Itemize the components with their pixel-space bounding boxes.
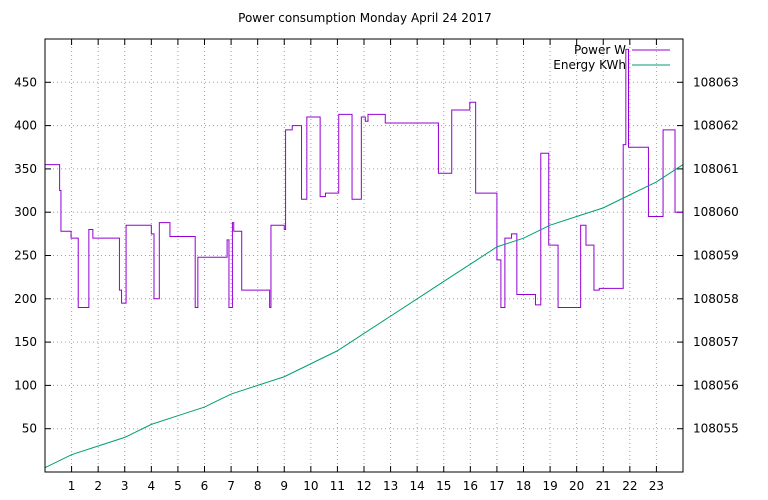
x-tick-label: 6 bbox=[201, 479, 209, 493]
legend-label-power-w: Power W bbox=[574, 43, 626, 57]
x-tick-label: 4 bbox=[148, 479, 156, 493]
y2-tick-label: 108057 bbox=[693, 335, 739, 349]
x-tick-label: 13 bbox=[383, 479, 398, 493]
y2-tick-label: 108056 bbox=[693, 378, 739, 392]
y-tick-label: 200 bbox=[14, 292, 37, 306]
x-tick-label: 7 bbox=[227, 479, 235, 493]
y-tick-label: 450 bbox=[14, 75, 37, 89]
x-tick-label: 15 bbox=[436, 479, 451, 493]
x-tick-label: 20 bbox=[569, 479, 584, 493]
x-tick-label: 18 bbox=[516, 479, 531, 493]
x-tick-label: 23 bbox=[649, 479, 664, 493]
y2-tick-label: 108055 bbox=[693, 422, 739, 436]
x-tick-label: 10 bbox=[303, 479, 318, 493]
y2-tick-label: 108063 bbox=[693, 75, 739, 89]
legend-label-energy-kwh: Energy KWh bbox=[553, 58, 626, 72]
x-tick-label: 2 bbox=[94, 479, 102, 493]
y-tick-label: 150 bbox=[14, 335, 37, 349]
x-tick-label: 5 bbox=[174, 479, 182, 493]
y2-tick-label: 108061 bbox=[693, 162, 739, 176]
x-tick-label: 16 bbox=[463, 479, 478, 493]
x-tick-label: 11 bbox=[330, 479, 345, 493]
x-tick-label: 3 bbox=[121, 479, 129, 493]
axis-ticks: 1 2 3 4 5 6 7 8 9 10 11 12 13 14 15 16 17 18 19 20 21 22 23501… bbox=[14, 39, 739, 493]
x-tick-label: 19 bbox=[542, 479, 557, 493]
y-tick-label: 400 bbox=[14, 119, 37, 133]
y2-tick-label: 108058 bbox=[693, 292, 739, 306]
x-tick-label: 22 bbox=[622, 479, 637, 493]
x-tick-label: 21 bbox=[596, 479, 611, 493]
y2-tick-label: 108059 bbox=[693, 249, 739, 263]
y-tick-label: 350 bbox=[14, 162, 37, 176]
y2-tick-label: 108062 bbox=[693, 119, 739, 133]
y-tick-label: 50 bbox=[22, 422, 37, 436]
x-tick-label: 14 bbox=[410, 479, 425, 493]
y-tick-label: 300 bbox=[14, 205, 37, 219]
x-tick-label: 8 bbox=[254, 479, 262, 493]
series-layer bbox=[44, 48, 684, 469]
x-tick-label: 17 bbox=[489, 479, 504, 493]
plot-frame bbox=[44, 38, 684, 473]
y-tick-label: 250 bbox=[14, 249, 37, 263]
x-tick-label: 9 bbox=[280, 479, 288, 493]
x-tick-label: 12 bbox=[356, 479, 371, 493]
x-tick-label: 1 bbox=[68, 479, 76, 493]
energy-kwh-series-line bbox=[44, 164, 684, 469]
grid bbox=[45, 39, 683, 472]
y2-tick-label: 108060 bbox=[693, 205, 739, 219]
y-tick-label: 100 bbox=[14, 378, 37, 392]
power-w-series-line bbox=[45, 48, 684, 308]
chart-title: Power consumption Monday April 24 2017 bbox=[238, 11, 492, 25]
